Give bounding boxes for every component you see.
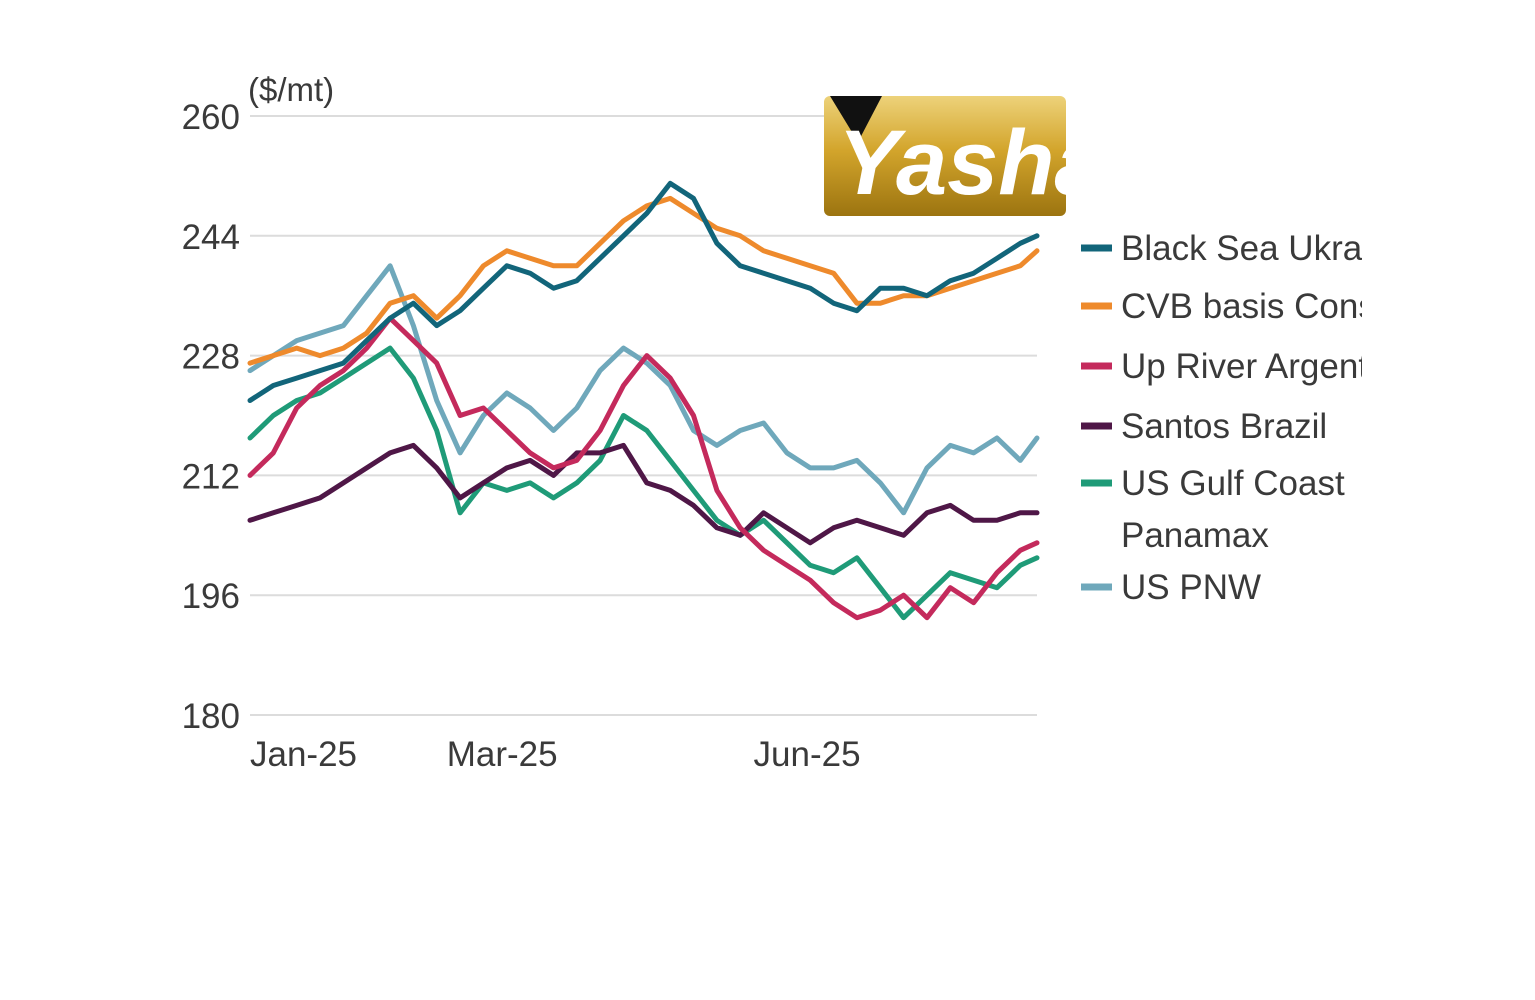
logo-background xyxy=(824,96,1066,216)
y-tick-label: 260 xyxy=(182,98,240,137)
legend: Black Sea Ukraine CVB basis Constanta Up R… xyxy=(1081,229,1454,607)
y-tick-label: 180 xyxy=(182,697,240,736)
series-layer xyxy=(247,180,1040,621)
series-line-black-sea-ukraine xyxy=(247,180,1040,403)
legend-label-continued: Panamax xyxy=(1121,516,1269,555)
y-tick-label: 244 xyxy=(182,218,240,257)
legend-label: US Gulf Coast xyxy=(1121,464,1345,503)
series-line-cvb-basis-constanta xyxy=(247,195,1040,366)
legend-item: Santos Brazil xyxy=(1081,407,1327,446)
y-tick-label: 212 xyxy=(182,457,240,496)
y-tick-label: 196 xyxy=(182,577,240,616)
series-line-us-gulf-coast-panamax xyxy=(247,345,1040,621)
legend-item: Black Sea Ukraine xyxy=(1081,229,1409,268)
x-tick-label: Jun-25 xyxy=(754,735,861,774)
legend-label: Up River Argentina xyxy=(1121,347,1415,386)
y-tick-label: 228 xyxy=(182,338,240,377)
yashar-logo: Yashar xyxy=(824,96,1146,216)
legend-item: Up River Argentina xyxy=(1081,347,1415,386)
x-tick-label: Mar-25 xyxy=(447,735,558,774)
axis-layer: ($/mt) 180 196 212 228 244 260 Jan-25 Mar-25 Jun… xyxy=(182,71,861,774)
legend-label: Black Sea Ukraine xyxy=(1121,229,1409,268)
series-line-santos-brazil xyxy=(247,442,1040,546)
legend-item: US Gulf Coast Panamax xyxy=(1081,464,1345,555)
logo-text: Yashar xyxy=(838,112,1146,214)
logo-check-mark-icon xyxy=(830,96,882,142)
legend-item: CVB basis Constanta xyxy=(1081,287,1454,326)
series-line-us-pnw xyxy=(247,263,1040,516)
legend-label: Santos Brazil xyxy=(1121,407,1327,446)
y-axis-unit-label: ($/mt) xyxy=(248,71,334,108)
x-tick-label: Jan-25 xyxy=(250,735,357,774)
legend-item: US PNW xyxy=(1081,568,1261,607)
legend-label: CVB basis Constanta xyxy=(1121,287,1454,326)
legend-label: US PNW xyxy=(1121,568,1261,607)
